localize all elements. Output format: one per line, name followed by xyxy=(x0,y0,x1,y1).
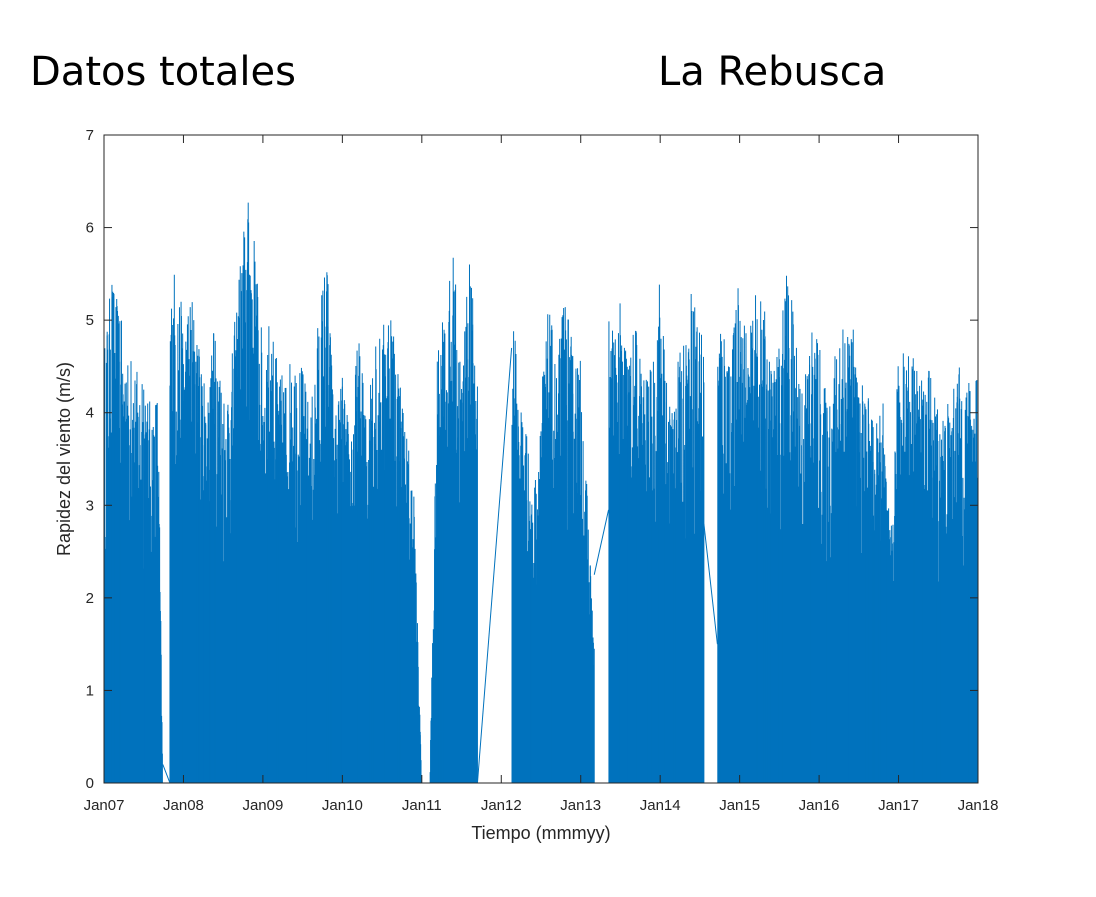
y-tick-label: 0 xyxy=(86,775,94,792)
plot-area xyxy=(104,202,978,783)
chart-title-left: Datos totales xyxy=(30,49,296,95)
gap-connector-3 xyxy=(703,523,718,645)
y-tick-label: 6 xyxy=(86,220,94,237)
y-tick-label: 7 xyxy=(86,127,94,144)
wind-speed-series xyxy=(104,202,978,783)
x-tick-label: Jan15 xyxy=(719,797,760,814)
y-tick-label: 4 xyxy=(86,405,94,422)
x-tick-label: Jan11 xyxy=(402,797,442,814)
x-tick-label: Jan08 xyxy=(163,797,204,814)
y-tick-label: 1 xyxy=(86,682,94,699)
x-tick-label: Jan16 xyxy=(799,797,840,814)
axes-box xyxy=(103,134,979,784)
y-tick-label: 5 xyxy=(86,312,94,329)
gap-connector-0 xyxy=(162,764,171,783)
y-tick-label: 2 xyxy=(86,590,94,607)
x-tick-label: Jan09 xyxy=(242,797,283,814)
x-tick-label: Jan18 xyxy=(958,797,999,814)
y-axis-label: Rapidez del viento (m/s) xyxy=(54,362,74,556)
gap-connector-1 xyxy=(476,347,513,783)
gap-connector-2 xyxy=(593,509,610,575)
x-tick-label: Jan07 xyxy=(84,797,125,814)
x-tick-label: Jan13 xyxy=(560,797,601,814)
axes: Jan07 Jan08 Jan09 Jan10 Jan11 Jan12 Jan13 Jan14… xyxy=(84,127,999,814)
y-tick-label: 3 xyxy=(86,497,94,514)
x-tick-label: Jan14 xyxy=(640,797,681,814)
x-tick-label: Jan10 xyxy=(322,797,363,814)
x-axis-label: Tiempo (mmmyy) xyxy=(471,823,610,843)
series-peaks xyxy=(106,222,978,783)
chart-title-right: La Rebusca xyxy=(658,49,887,95)
x-tick-label: Jan12 xyxy=(481,797,522,814)
x-tick-label: Jan17 xyxy=(878,797,919,814)
